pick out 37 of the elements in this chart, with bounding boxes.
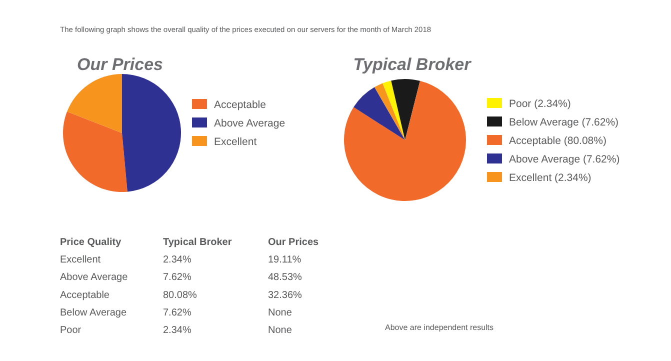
text: 32.36% [268,290,302,301]
text: Price Quality [60,237,122,248]
pie-slice [66,74,122,133]
pie-slice [344,80,466,201]
legend-label: Below Average (7.62%) [509,116,619,128]
text: 80.08% [163,290,198,301]
chart-title: Typical Broker [353,55,472,74]
text: Our Prices [268,237,320,248]
text: Excellent [60,254,101,266]
text: 7.62% [163,307,192,318]
pie-slice [374,83,405,140]
text: Below Average [60,307,127,318]
legend-label: Above Average (7.62%) [509,154,620,166]
text: Poor [60,325,82,336]
pie-slice [354,87,405,140]
text: Above Average [60,272,128,284]
legend-label: Above Average [214,118,286,130]
text: 48.53% [268,272,302,284]
legend-label: Acceptable [214,99,266,111]
text: Acceptable [60,290,110,301]
pie-slice [391,79,420,140]
pie-slice [382,80,405,140]
text: Above are independent results [385,323,494,332]
text: 7.62% [163,272,192,284]
pie-slice [122,74,181,192]
pie-slice [63,112,128,192]
legend-label: Excellent (2.34%) [509,172,592,184]
chart-title: Our Prices [77,55,163,74]
text: None [268,325,292,336]
legend-label: Poor (2.34%) [509,98,571,110]
legend-label: Excellent [214,136,257,148]
text: 2.34% [163,325,192,336]
text: Typical Broker [163,237,232,248]
text: 19.11% [268,254,302,266]
legend-label: Acceptable (80.08%) [509,135,606,147]
text: None [268,307,292,318]
text: 2.34% [163,254,192,266]
